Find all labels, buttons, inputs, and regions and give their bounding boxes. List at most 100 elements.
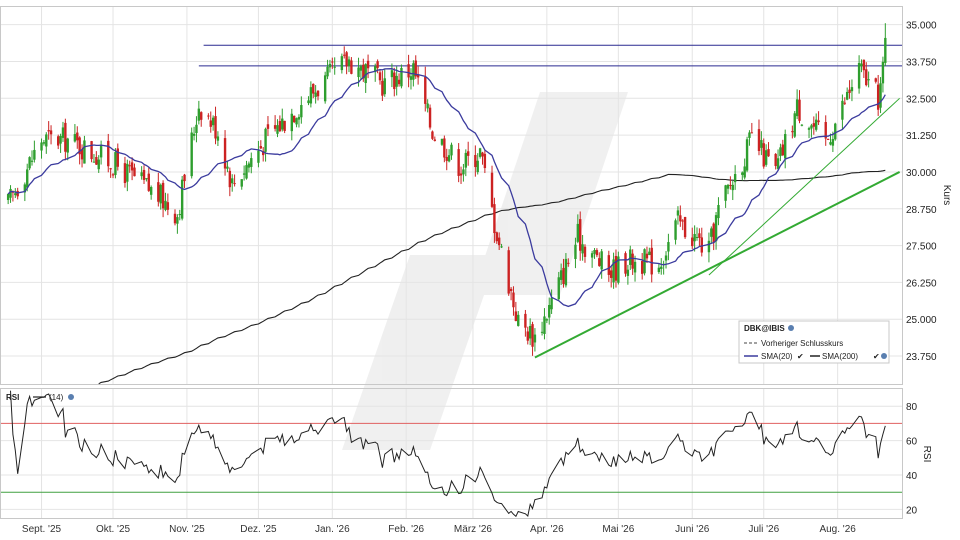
candle-body xyxy=(295,118,298,125)
candle-body xyxy=(431,131,434,139)
candle-body xyxy=(559,270,563,280)
candle-body xyxy=(779,147,782,157)
candle-body xyxy=(576,223,580,242)
candle-body xyxy=(307,100,310,104)
candle-body xyxy=(14,193,17,196)
candle-body xyxy=(197,108,201,121)
candle-body xyxy=(316,90,320,97)
candle-body xyxy=(281,118,284,130)
candle-body xyxy=(76,132,79,141)
candle-body xyxy=(595,250,599,256)
candle-body xyxy=(245,165,248,179)
candle-body xyxy=(857,62,861,89)
y-tick-label: 26.250 xyxy=(906,278,937,289)
candle-body xyxy=(64,122,67,152)
candle-body xyxy=(798,99,801,121)
candle-body xyxy=(173,213,177,224)
candle-body xyxy=(357,67,360,78)
rsi-tick-label: 80 xyxy=(906,402,918,413)
candle-body xyxy=(257,150,260,163)
candle-body xyxy=(564,258,568,286)
candle-body xyxy=(80,149,84,160)
candle-body xyxy=(328,63,332,68)
candle-body xyxy=(579,219,582,251)
candle-body xyxy=(83,140,86,164)
legend-sma20-check-icon[interactable]: ✔ xyxy=(797,352,804,361)
candle-body xyxy=(476,160,479,173)
candle-body xyxy=(381,80,384,96)
candle-body xyxy=(73,134,77,142)
candle-body xyxy=(664,255,668,261)
legend-sma200-check-icon[interactable]: ✔ xyxy=(873,352,880,361)
candle-body xyxy=(824,122,827,139)
candle-body xyxy=(807,128,811,130)
candle-body xyxy=(345,52,348,67)
candle-body xyxy=(633,261,637,273)
candle-body xyxy=(133,167,136,177)
candle-body xyxy=(416,74,420,78)
candle-body xyxy=(650,247,653,275)
candle-body xyxy=(624,253,627,274)
candle-body xyxy=(290,113,293,132)
candle-body xyxy=(233,183,236,185)
candle-body xyxy=(140,172,143,177)
candle-body xyxy=(207,115,210,117)
resistance-lines xyxy=(198,44,902,67)
candle-body xyxy=(393,72,396,90)
candle-body xyxy=(390,70,394,78)
rsi-legend: RSI (14) xyxy=(6,393,74,402)
candle-body xyxy=(750,132,754,134)
candle-body xyxy=(211,117,215,126)
candle-body xyxy=(190,132,193,177)
candle-body xyxy=(457,149,460,176)
legend-gear-icon[interactable] xyxy=(881,353,887,359)
candle-body xyxy=(397,79,401,85)
candle-body xyxy=(195,124,198,134)
trendline xyxy=(534,171,901,359)
x-tick-label: Jan. '26 xyxy=(315,524,350,535)
candle-body xyxy=(78,137,81,155)
candle-body xyxy=(817,120,820,123)
x-tick-label: Juni '26 xyxy=(675,524,710,535)
candle-body xyxy=(374,66,377,73)
rsi-tick-label: 40 xyxy=(906,471,918,482)
candle-body xyxy=(92,161,96,163)
candle-body xyxy=(493,204,496,234)
legend-symbol: DBK@IBIS xyxy=(744,324,785,333)
candle-body xyxy=(297,116,301,120)
candle-body xyxy=(180,179,184,219)
candle-body xyxy=(26,169,29,188)
candle-body xyxy=(862,59,866,71)
x-tick-label: Aug. '26 xyxy=(819,524,856,535)
candle-body xyxy=(450,144,453,156)
candle-body xyxy=(884,37,887,63)
candle-body xyxy=(376,61,379,68)
candle-body xyxy=(126,163,129,182)
candle-body xyxy=(412,63,415,80)
candle-body xyxy=(466,151,470,156)
candle-body xyxy=(130,162,134,171)
candle-body xyxy=(500,246,503,248)
candle-body xyxy=(424,76,427,104)
candle-body xyxy=(598,258,601,266)
candle-body xyxy=(733,174,737,183)
trendline xyxy=(708,97,900,276)
candle-body xyxy=(6,194,10,201)
candle-body xyxy=(760,140,763,148)
legend-prev-close: Vorheriger Schlusskurs xyxy=(761,339,843,348)
candle-body xyxy=(531,324,534,347)
candle-body xyxy=(66,138,69,153)
rsi-legend-gear-icon[interactable] xyxy=(68,394,74,400)
candle-body xyxy=(533,334,537,343)
sma20-line xyxy=(7,68,886,308)
candle-body xyxy=(247,163,251,168)
candle-body xyxy=(784,134,787,159)
candle-body xyxy=(333,66,336,68)
candle-body xyxy=(831,139,835,146)
candle-body xyxy=(145,178,148,180)
candle-body xyxy=(33,149,36,160)
candle-body xyxy=(776,158,780,169)
candle-body xyxy=(557,277,560,300)
candle-body xyxy=(107,140,110,167)
candle-body xyxy=(57,136,60,146)
